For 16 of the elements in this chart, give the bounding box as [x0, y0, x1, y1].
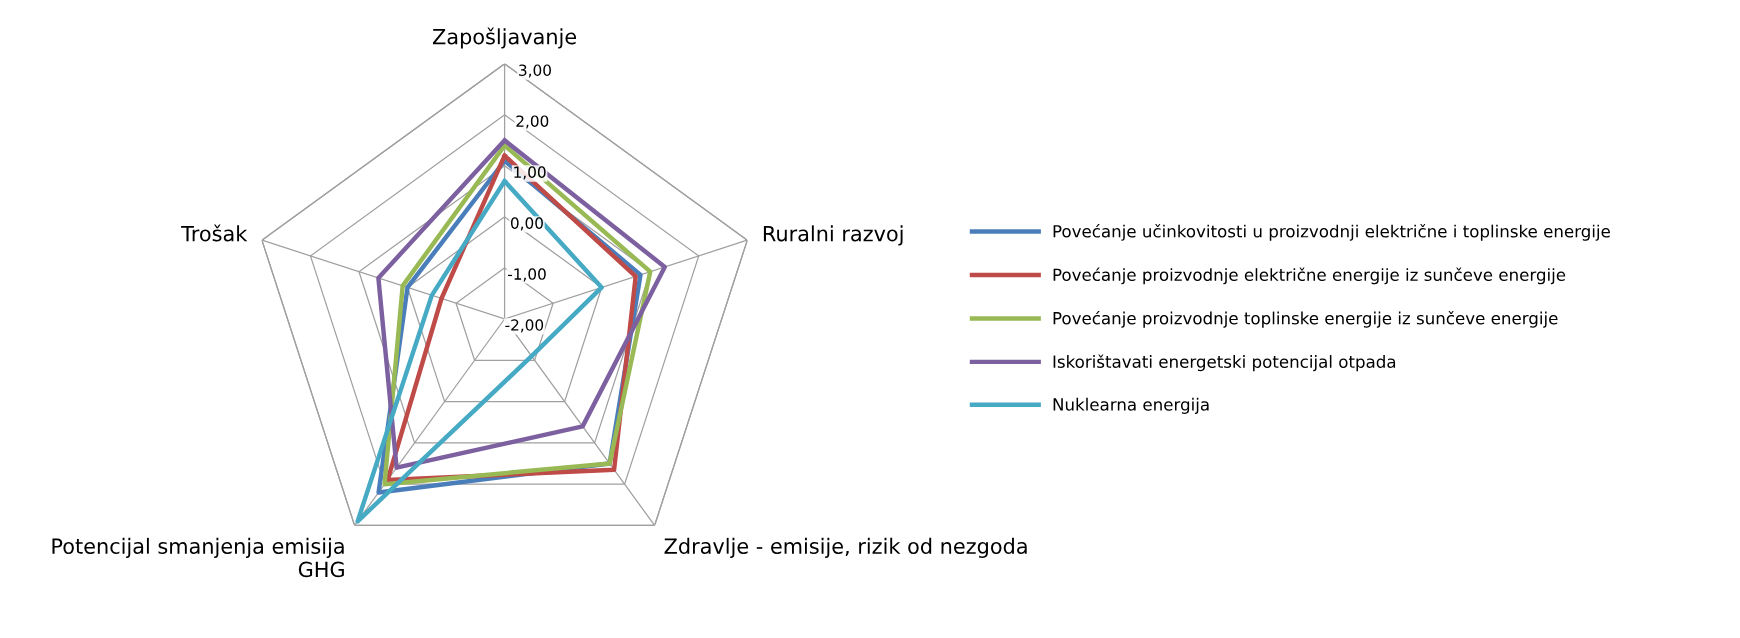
- y-tick-label: -1,00: [508, 268, 546, 282]
- spoke-label: Potencijal smanjenja emisija GHG: [52, 537, 344, 578]
- y-tick-label: -2,00: [505, 319, 544, 333]
- y-tick-label: 2,00: [516, 115, 549, 129]
- y-tick-label: 3,00: [519, 64, 551, 78]
- y-tick-label: 1,00: [514, 166, 546, 180]
- spoke-label: Zapošljavanje: [432, 27, 577, 49]
- spoke-label: Ruralni razvoj: [763, 225, 903, 246]
- legend-label: Iskorištavati energetski potencijal otpada: [1053, 354, 1396, 372]
- legend-label: Povećanje učinkovitosti u proizvodnji električne i toplinske energije: [1053, 224, 1610, 241]
- y-tick-label: 0,00: [510, 217, 543, 231]
- legend-label: Nuklearna energija: [1053, 397, 1209, 414]
- spoke-label: Trošak: [181, 224, 248, 242]
- legend-label: Povećanje proizvodnje električne energije iz sunčeve energije: [1053, 267, 1566, 285]
- spoke-label: Zdravlje - emisije, rizik od nezgoda: [664, 537, 1027, 559]
- legend-label: Povećanje proizvodnje toplinske energije iz sunčeve energije: [1053, 310, 1558, 328]
